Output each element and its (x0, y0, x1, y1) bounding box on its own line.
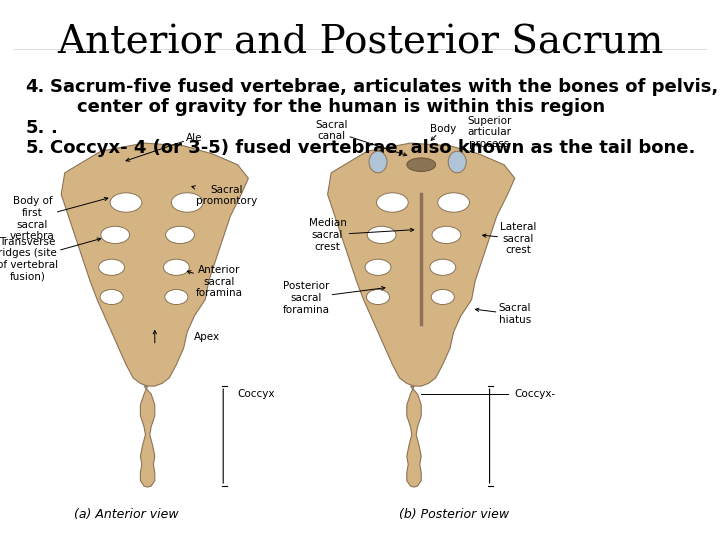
Text: 4.: 4. (25, 78, 45, 96)
Text: Transverse
ridges (site
of vertebral
fusion): Transverse ridges (site of vertebral fus… (0, 237, 101, 281)
FancyBboxPatch shape (14, 162, 706, 524)
Ellipse shape (171, 193, 203, 212)
Ellipse shape (99, 259, 125, 275)
Text: Sacral
hiatus: Sacral hiatus (475, 303, 531, 325)
Text: Sacrum-five fused vertebrae, articulates with the bones of pelvis,: Sacrum-five fused vertebrae, articulates… (50, 78, 719, 96)
Ellipse shape (100, 289, 123, 305)
Ellipse shape (432, 226, 461, 244)
Ellipse shape (367, 226, 396, 244)
Text: Anterior and Posterior Sacrum: Anterior and Posterior Sacrum (57, 24, 663, 62)
Ellipse shape (377, 193, 408, 212)
Text: Posterior
sacral
foramina: Posterior sacral foramina (282, 281, 385, 315)
Text: Median
sacral
crest: Median sacral crest (309, 218, 414, 252)
Ellipse shape (110, 193, 142, 212)
Ellipse shape (366, 289, 390, 305)
Text: Body of
first
sacral
vertebra: Body of first sacral vertebra (10, 197, 108, 241)
Text: Anterior
sacral
foramina: Anterior sacral foramina (187, 265, 243, 299)
Text: center of gravity for the human is within this region: center of gravity for the human is withi… (77, 98, 606, 116)
Text: Coccyx-: Coccyx- (515, 389, 556, 399)
Text: Ale: Ale (126, 133, 202, 161)
Text: 5.: 5. (25, 139, 45, 157)
Text: Superior
articular
process: Superior articular process (467, 116, 512, 151)
Ellipse shape (407, 158, 436, 172)
Ellipse shape (438, 193, 469, 212)
Text: Coccyx: Coccyx (238, 389, 275, 399)
Polygon shape (328, 143, 515, 386)
Text: (a) Anterior view: (a) Anterior view (73, 508, 179, 521)
Ellipse shape (431, 289, 454, 305)
Text: 5.: 5. (25, 119, 45, 137)
Polygon shape (140, 386, 155, 487)
Text: Lateral
sacral
crest: Lateral sacral crest (482, 222, 536, 255)
Text: (b) Posterior view: (b) Posterior view (399, 508, 508, 521)
Ellipse shape (101, 226, 130, 244)
Polygon shape (407, 386, 421, 487)
Ellipse shape (369, 151, 387, 173)
Ellipse shape (365, 259, 391, 275)
Ellipse shape (165, 289, 188, 305)
Ellipse shape (448, 151, 467, 173)
Text: Coccyx- 4 (or 3-5) fused vertebrae, also known as the tail bone.: Coccyx- 4 (or 3-5) fused vertebrae, also… (50, 139, 696, 157)
Ellipse shape (163, 259, 189, 275)
Text: Sacral
promontory: Sacral promontory (192, 185, 258, 206)
Text: .: . (50, 119, 58, 137)
Ellipse shape (430, 259, 456, 275)
Text: Body: Body (430, 124, 456, 140)
Text: Sacral
canal: Sacral canal (315, 120, 407, 156)
Polygon shape (61, 143, 248, 386)
Ellipse shape (166, 226, 194, 244)
Text: Apex: Apex (194, 333, 220, 342)
